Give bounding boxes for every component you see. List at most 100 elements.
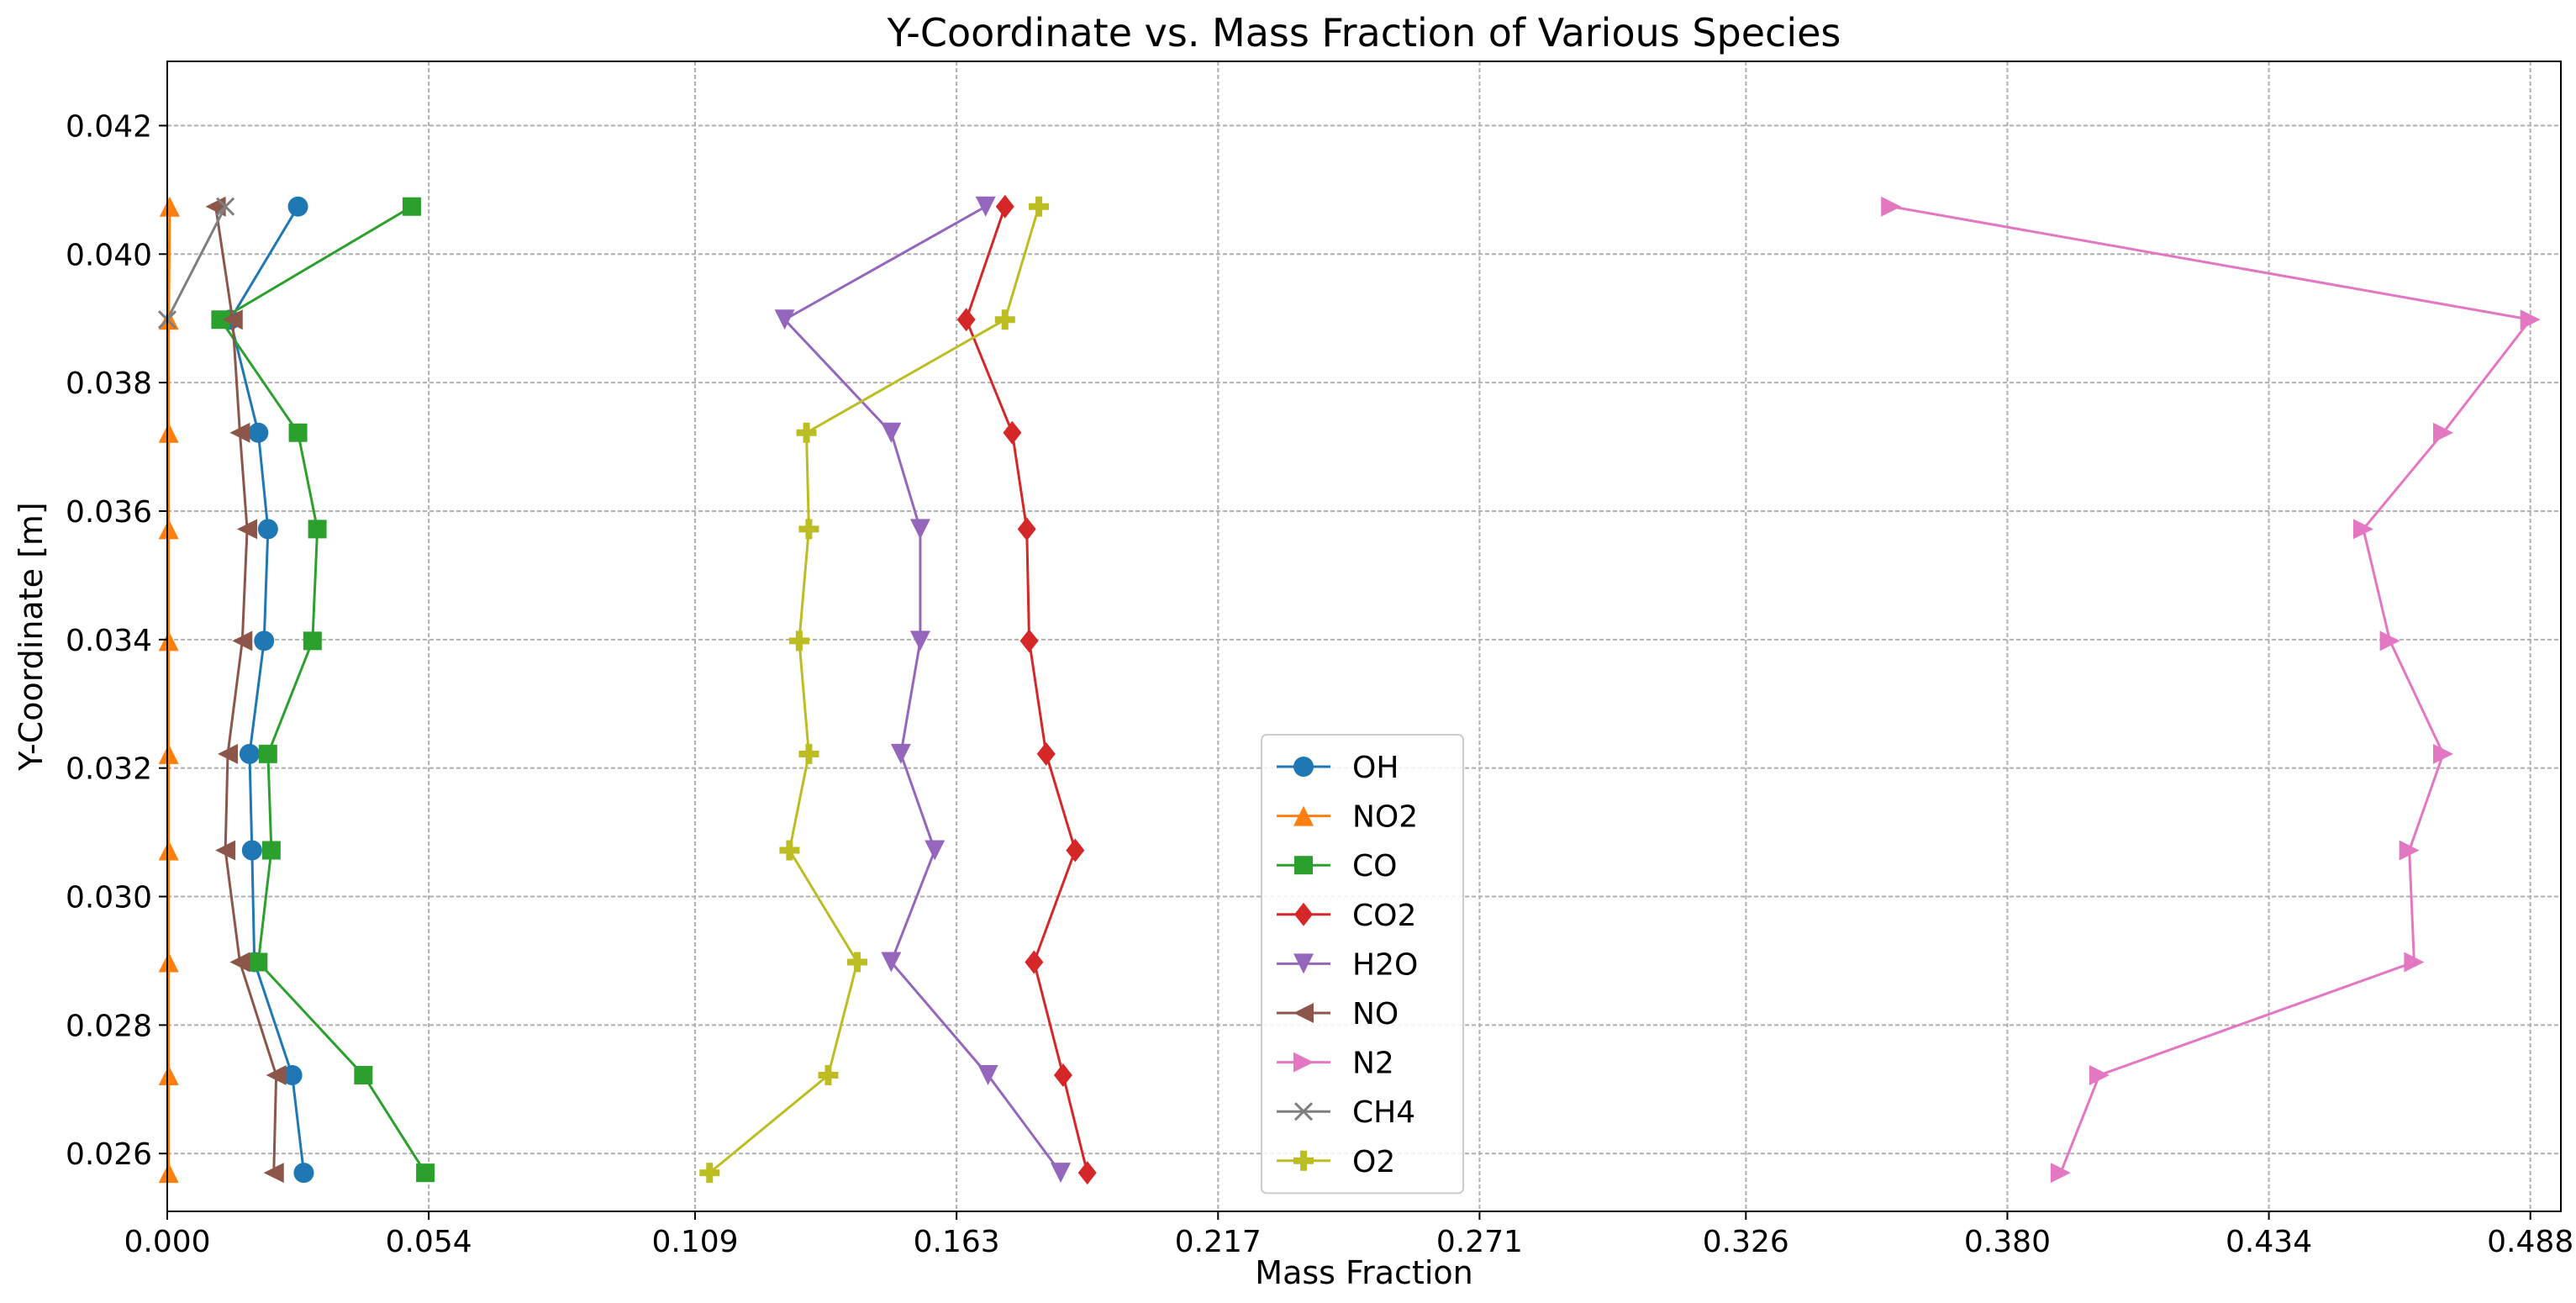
y-tick-label: 0.040 xyxy=(66,238,152,272)
data-point xyxy=(263,1163,284,1184)
data-point xyxy=(2432,743,2453,764)
series-line xyxy=(782,205,1062,1174)
data-point xyxy=(266,1064,287,1085)
legend-marker xyxy=(1293,1052,1314,1073)
y-tick-label: 0.042 xyxy=(66,109,152,144)
data-point xyxy=(1025,950,1044,974)
data-point xyxy=(158,519,179,540)
series-line xyxy=(219,205,427,1174)
data-point xyxy=(308,520,327,539)
y-tick-label: 0.030 xyxy=(66,881,152,915)
legend-item-co: CO xyxy=(1277,849,1397,884)
data-point xyxy=(994,309,1015,330)
data-point xyxy=(796,422,817,443)
legend-marker xyxy=(1293,1102,1314,1121)
data-point xyxy=(2520,309,2541,330)
ticks-layer: 0.000 0.054 0.109 0.163 0.217 0.271 0.326 0.380… xyxy=(66,109,2573,1259)
series-no xyxy=(205,196,287,1184)
legend-item-n2: N2 xyxy=(1277,1047,1394,1081)
data-point xyxy=(282,1064,303,1085)
data-point xyxy=(158,840,179,861)
data-point xyxy=(216,197,235,216)
y-tick-label: 0.032 xyxy=(66,752,152,787)
series-co2 xyxy=(956,194,1097,1185)
data-point xyxy=(2404,952,2425,973)
series-line xyxy=(167,206,171,1174)
data-point xyxy=(2050,1163,2071,1184)
y-axis-label: Y-Coordinate [m] xyxy=(13,502,50,771)
data-point xyxy=(975,196,996,217)
legend-marker xyxy=(1293,1150,1314,1171)
legend-box xyxy=(1261,734,1464,1195)
data-point xyxy=(1077,1161,1097,1185)
data-point xyxy=(248,422,269,443)
data-point xyxy=(1003,420,1022,445)
data-point xyxy=(249,952,268,972)
data-point xyxy=(158,743,179,764)
legend-label: NO2 xyxy=(1352,800,1418,835)
data-point xyxy=(881,422,902,443)
data-point xyxy=(909,519,930,540)
data-point xyxy=(416,1163,435,1183)
data-point xyxy=(890,743,911,764)
data-point xyxy=(1017,517,1036,541)
data-point xyxy=(402,197,421,216)
data-point xyxy=(798,743,819,764)
x-tick-label: 0.163 xyxy=(914,1225,1000,1259)
data-point xyxy=(925,840,946,861)
legend-item-no: NO xyxy=(1277,997,1399,1031)
data-point xyxy=(215,840,236,861)
data-point xyxy=(288,423,308,442)
legend-label: CH4 xyxy=(1352,1095,1415,1130)
data-point xyxy=(818,1064,839,1085)
legend-marker xyxy=(1293,953,1314,974)
legend-label: OH xyxy=(1352,751,1399,785)
data-point xyxy=(241,840,262,861)
data-point xyxy=(1053,1063,1072,1087)
legend-item-no2: NO2 xyxy=(1277,800,1418,835)
y-tick-label: 0.026 xyxy=(66,1137,152,1172)
x-axis-label: Mass Fraction xyxy=(1255,1254,1472,1291)
x-tick-label: 0.217 xyxy=(1175,1225,1262,1259)
data-point xyxy=(229,422,250,443)
data-point xyxy=(287,196,308,217)
series-line xyxy=(166,206,227,320)
legend-label: CO xyxy=(1352,849,1397,884)
data-point xyxy=(788,630,809,652)
data-point xyxy=(977,1064,998,1085)
data-point xyxy=(211,310,230,330)
data-point xyxy=(158,1064,179,1085)
x-tick-label: 0.271 xyxy=(1436,1225,1523,1259)
legend-item-o2: O2 xyxy=(1277,1145,1395,1179)
legend-marker xyxy=(1294,856,1313,875)
legend-label: NO xyxy=(1352,997,1399,1031)
legend-label: O2 xyxy=(1352,1145,1395,1179)
data-point xyxy=(218,743,239,764)
legend-item-co2: CO2 xyxy=(1277,899,1416,933)
series-no2 xyxy=(158,196,180,1184)
x-tick-label: 0.054 xyxy=(386,1225,472,1259)
data-point xyxy=(237,519,258,540)
x-tick-label: 0.488 xyxy=(2487,1225,2573,1259)
legend-label: H2O xyxy=(1352,947,1418,982)
series-line xyxy=(229,205,305,1174)
data-point xyxy=(232,630,253,652)
legend-marker xyxy=(1294,902,1313,926)
series-h2o xyxy=(774,196,1072,1184)
data-point xyxy=(847,952,868,973)
data-point xyxy=(257,519,278,540)
data-point xyxy=(158,952,179,973)
data-point xyxy=(2379,630,2400,652)
x-tick-label: 0.326 xyxy=(1703,1225,1789,1259)
series-co xyxy=(211,197,435,1183)
data-point xyxy=(779,840,800,861)
data-point xyxy=(1029,196,1050,217)
x-tick-label: 0.434 xyxy=(2226,1225,2312,1259)
data-point xyxy=(1051,1163,1072,1184)
y-tick-label: 0.038 xyxy=(66,367,152,401)
data-point xyxy=(222,309,243,330)
data-point xyxy=(2089,1064,2110,1085)
x-tick-label: 0.380 xyxy=(1964,1225,2051,1259)
series-line xyxy=(214,206,278,1174)
legend-label: N2 xyxy=(1352,1047,1394,1081)
